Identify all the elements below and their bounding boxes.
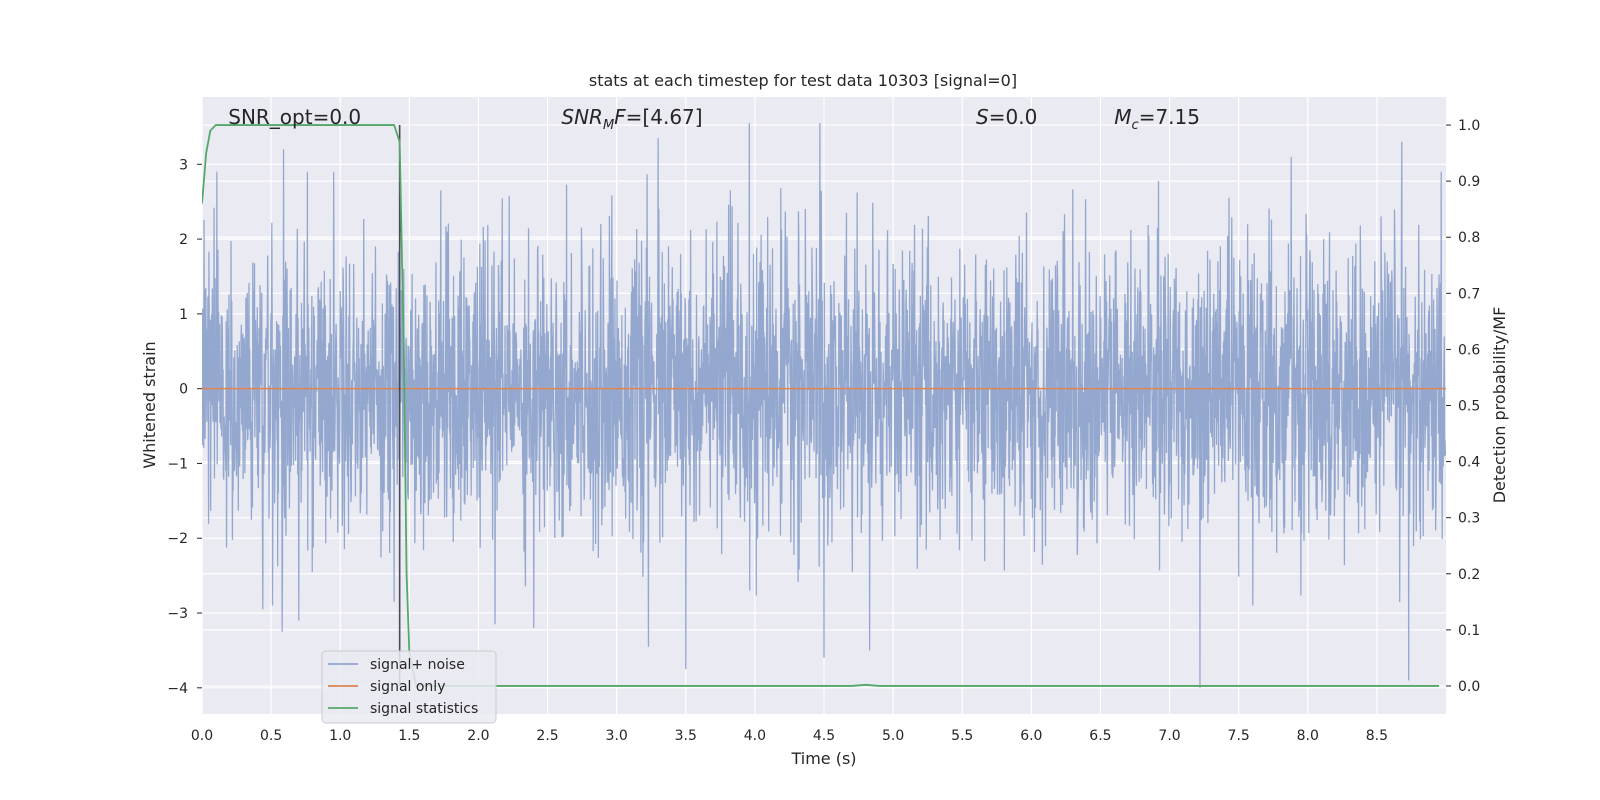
x-tick-label: 2.5 <box>536 728 558 744</box>
x-tick-label: 8.5 <box>1366 728 1388 744</box>
y-right-axis-label: Detection probability/MF <box>1490 307 1509 504</box>
y-left-tick-label: −4 <box>167 681 188 697</box>
x-tick-label: 7.0 <box>1158 728 1180 744</box>
y-left-tick-label: 2 <box>179 232 188 248</box>
annotation-mc-value: Mc=7.15 <box>1114 105 1200 133</box>
y-right-tick-label: 0.0 <box>1458 679 1480 695</box>
y-left-tick-label: −3 <box>167 606 188 622</box>
series-signal-noise <box>202 123 1446 688</box>
annotation-s-value: S=0.0 <box>976 105 1037 129</box>
x-tick-label: 0.5 <box>260 728 282 744</box>
x-tick-label: 4.5 <box>813 728 835 744</box>
y-right-tick-label: 0.9 <box>1458 174 1480 190</box>
x-axis-label: Time (s) <box>790 749 856 768</box>
legend: signal+ noise signal only signal statistic… <box>321 650 497 724</box>
y-left-axis-ticks: 3 2 1 0 −1 −2 −3 −4 <box>167 157 202 697</box>
x-tick-label: 7.5 <box>1228 728 1250 744</box>
y-right-tick-label: 0.5 <box>1458 399 1480 415</box>
annotation-snr-mf: SNRMF=[4.67] <box>561 105 702 133</box>
x-tick-label: 3.5 <box>675 728 697 744</box>
x-tick-label: 0.0 <box>191 728 213 744</box>
x-tick-label: 5.5 <box>951 728 973 744</box>
y-right-tick-label: 1.0 <box>1458 118 1480 134</box>
legend-entry: signal+ noise <box>370 657 465 673</box>
x-axis-ticks: 0.0 0.5 1.0 1.5 2.0 2.5 3.0 3.5 4.0 4.5 5.0 5.5 6.0 6… <box>191 728 1388 744</box>
x-tick-label: 1.5 <box>398 728 420 744</box>
annotation-snr-opt: SNR_opt=0.0 <box>228 105 361 129</box>
x-tick-label: 1.0 <box>329 728 351 744</box>
annotations: SNR_opt=0.0 SNRMF=[4.67] S=0.0 Mc=7.15 <box>228 105 1200 133</box>
legend-entry: signal only <box>370 679 445 695</box>
y-left-tick-label: −1 <box>167 456 188 472</box>
y-left-tick-label: 3 <box>179 157 188 173</box>
y-right-tick-label: 0.1 <box>1458 623 1480 639</box>
x-tick-label: 4.0 <box>744 728 766 744</box>
chart-title: stats at each timestep for test data 103… <box>589 71 1017 90</box>
x-tick-label: 8.0 <box>1297 728 1319 744</box>
y-left-axis-label: Whitened strain <box>140 341 159 468</box>
y-right-tick-label: 0.7 <box>1458 286 1480 302</box>
y-right-tick-label: 0.6 <box>1458 342 1480 358</box>
y-left-tick-label: 0 <box>179 382 188 398</box>
x-tick-label: 6.5 <box>1089 728 1111 744</box>
x-tick-label: 3.0 <box>606 728 628 744</box>
y-right-tick-label: 0.3 <box>1458 511 1480 527</box>
x-tick-label: 5.0 <box>882 728 904 744</box>
y-right-tick-label: 0.2 <box>1458 567 1480 583</box>
legend-entry: signal statistics <box>370 701 478 717</box>
noise-line <box>202 123 1446 688</box>
y-right-axis-ticks: 1.0 0.9 0.8 0.7 0.6 0.5 0.4 0.3 0.2 0.1 0.0 <box>1446 118 1480 695</box>
legend-box <box>321 650 497 724</box>
x-tick-label: 6.0 <box>1020 728 1042 744</box>
y-left-tick-label: 1 <box>179 307 188 323</box>
x-tick-label: 2.0 <box>467 728 489 744</box>
y-right-tick-label: 0.4 <box>1458 455 1480 471</box>
y-left-tick-label: −2 <box>167 531 188 547</box>
y-right-tick-label: 0.8 <box>1458 230 1480 246</box>
